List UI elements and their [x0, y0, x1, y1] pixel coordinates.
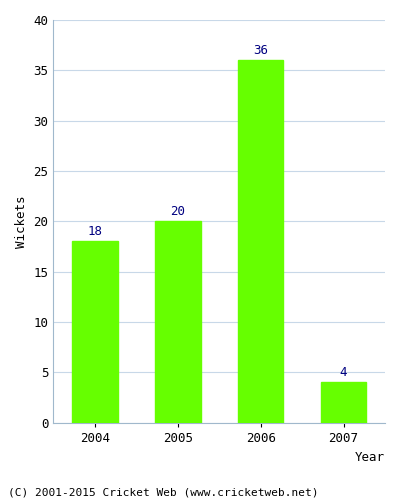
Text: 4: 4 — [340, 366, 347, 380]
Bar — [155, 222, 200, 422]
Text: 20: 20 — [170, 206, 185, 218]
Text: 36: 36 — [253, 44, 268, 57]
Bar — [72, 242, 118, 422]
Text: 18: 18 — [87, 226, 102, 238]
Y-axis label: Wickets: Wickets — [15, 195, 28, 248]
Bar — [321, 382, 366, 422]
Text: Year: Year — [355, 450, 385, 464]
Bar — [238, 60, 284, 422]
Text: (C) 2001-2015 Cricket Web (www.cricketweb.net): (C) 2001-2015 Cricket Web (www.cricketwe… — [8, 488, 318, 498]
